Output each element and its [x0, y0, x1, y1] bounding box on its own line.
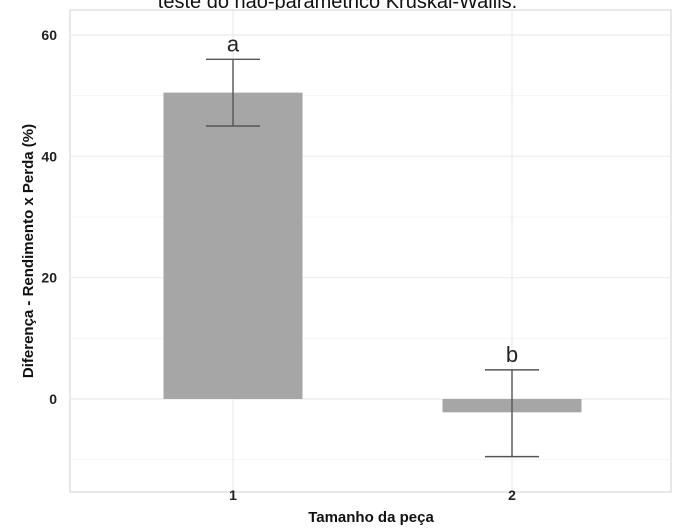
significance-letter-1: a	[227, 31, 240, 56]
x-tick-label: 1	[229, 487, 237, 503]
significance-letters: ab	[227, 31, 518, 367]
y-tick-label: 0	[49, 391, 57, 407]
y-axis-ticks: 0 20 40 60	[41, 27, 57, 407]
bar-1	[163, 92, 303, 399]
x-axis-title: Tamanho da peça	[308, 509, 434, 526]
x-tick-label: 2	[508, 487, 516, 503]
y-axis-title: Diferença - Rendimento x Perda (%)	[20, 124, 37, 378]
plot-panel	[69, 9, 672, 493]
bars	[163, 92, 582, 413]
y-tick-label: 20	[41, 270, 57, 286]
significance-letter-2: b	[506, 342, 518, 367]
y-tick-label: 40	[41, 148, 57, 164]
y-tick-label: 60	[41, 27, 57, 43]
error-bars	[206, 58, 539, 458]
